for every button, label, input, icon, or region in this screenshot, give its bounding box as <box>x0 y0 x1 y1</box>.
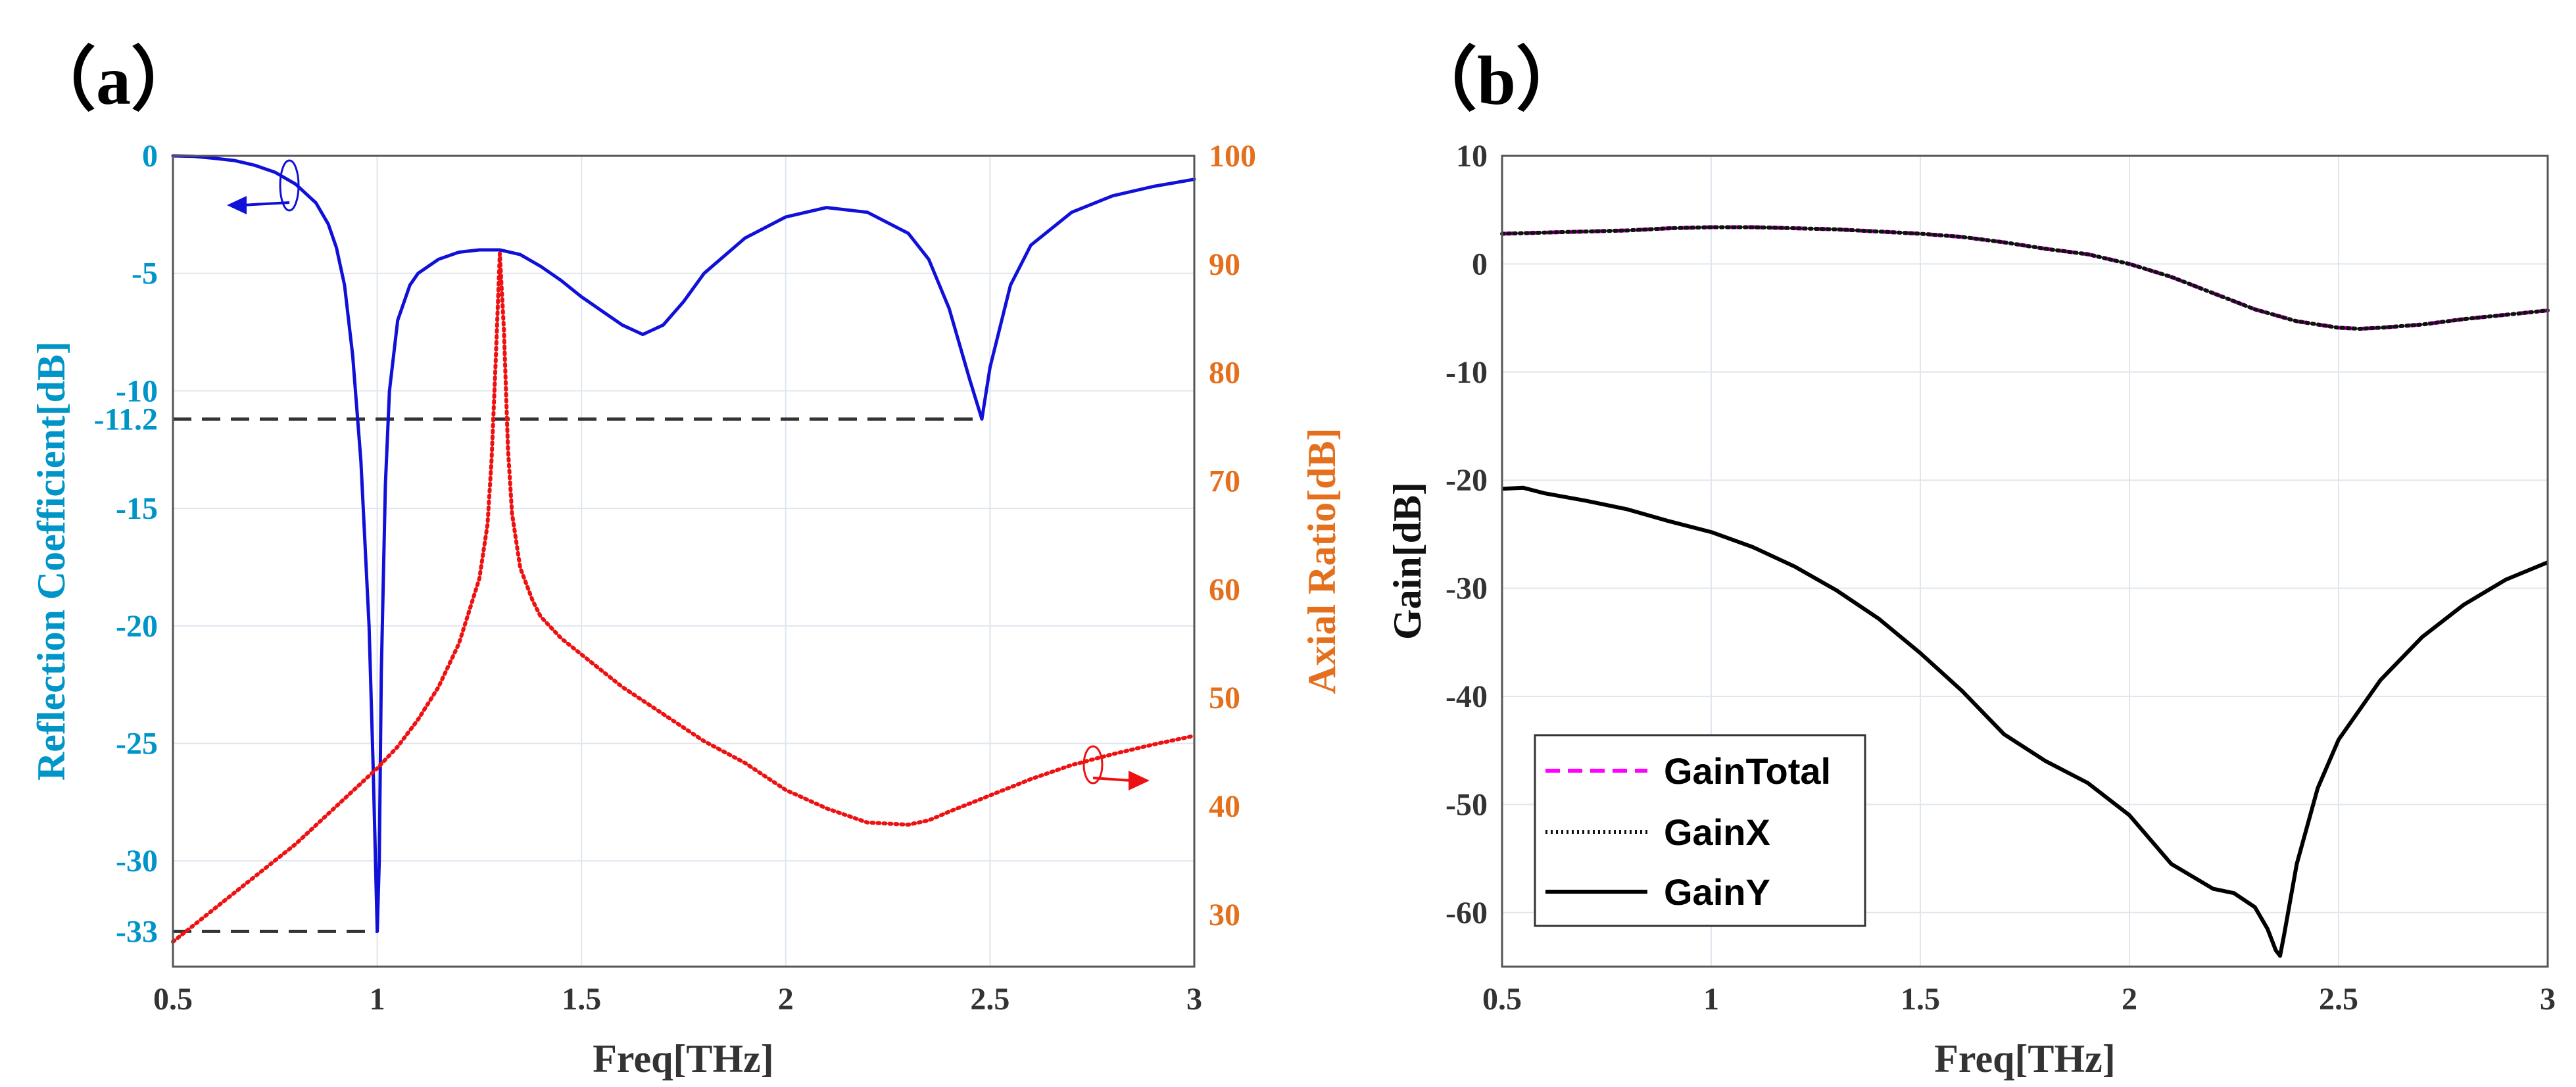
chart-a-right-tick-label: 80 <box>1209 356 1240 391</box>
chart-b-x-tick-label: 1 <box>1703 982 1719 1017</box>
chart-b-y-tick-label: -40 <box>1446 679 1488 714</box>
chart-b-x-tick-label: 1.5 <box>1901 982 1940 1017</box>
chart-a-series <box>171 154 1196 944</box>
chart-a-xlabel: Freq[THz] <box>593 1037 773 1080</box>
chart-a-right-tick-label: 50 <box>1209 681 1240 715</box>
chart-a-frame <box>172 155 1196 968</box>
axial-ratio-line <box>171 251 1196 944</box>
chart-a-right-tick-label: 90 <box>1209 247 1240 282</box>
chart-a-x-tick-label: 2 <box>778 982 794 1017</box>
legend-label-gaintotal: GainTotal <box>1664 750 1831 792</box>
chart-a-x-tick-label: 2.5 <box>970 982 1009 1017</box>
chart-a-right-tick-label: 40 <box>1209 789 1240 824</box>
chart-a-right-tick-labels: 30 40 50 60 70 80 90 100 <box>1209 139 1256 932</box>
chart-a-x-tick-label: 1.5 <box>562 982 601 1017</box>
chart-a-left-tick-label: -30 <box>116 844 158 879</box>
chart-b-series <box>1500 225 2550 958</box>
chart-b-legend: GainTotal GainX GainY <box>1534 734 1866 927</box>
chart-a-right-tick-label: 60 <box>1209 572 1240 607</box>
chart-b-x-tick-labels: 0.5 1 1.5 2 2.5 3 <box>1482 982 2556 1017</box>
reflection-coefficient-line <box>171 154 1196 933</box>
legend-box <box>1534 734 1866 927</box>
chart-a-left-tick-label: -10 <box>116 374 158 408</box>
chart-a: 0.5 1 1.5 2 2.5 3 0-5-10-11.2-15-20-25-30-33 … <box>30 139 1344 1080</box>
chart-a-right-tick-label: 30 <box>1209 898 1240 932</box>
chart-a-x-tick-label: 0.5 <box>153 982 193 1017</box>
chart-b-y-tick-label: -60 <box>1446 896 1488 930</box>
chart-b-x-tick-label: 0.5 <box>1482 982 1522 1017</box>
chart-a-left-tick-label: -15 <box>116 491 158 526</box>
gainx-line <box>1500 225 2550 331</box>
chart-a-left-tick-labels: 0 -5 -10-11.2 -15 -20 -25 -30 -33 <box>94 139 158 949</box>
gainy-line <box>1501 485 2549 958</box>
legend-label-gainx: GainX <box>1664 811 1770 853</box>
chart-b: 0.5 1 1.5 2 2.5 3 10 0 -10 -20 -30 -40 -50 -60 Freq[… <box>1386 139 2556 1080</box>
chart-b-x-tick-label: 2.5 <box>2319 982 2358 1017</box>
chart-a-x-tick-label: 1 <box>370 982 385 1017</box>
panel-label-a: （a） <box>26 42 201 119</box>
chart-a-right-tick-label: 100 <box>1209 139 1256 174</box>
chart-a-left-tick-label: -20 <box>116 609 158 644</box>
chart-a-left-tick-label: -5 <box>132 256 158 291</box>
chart-b-ylabel: Gain[dB] <box>1386 482 1429 640</box>
chart-b-frame <box>1501 155 2549 968</box>
chart-b-y-tick-label: -30 <box>1446 571 1488 606</box>
panel-label-b: （b） <box>1407 42 1586 119</box>
chart-b-y-tick-label: 0 <box>1472 247 1488 281</box>
chart-b-y-tick-label: -20 <box>1446 463 1488 498</box>
left-axis-indicator-arrow <box>227 159 300 214</box>
chart-a-x-tick-label: 3 <box>1186 982 1202 1017</box>
chart-a-left-tick-label: 0 <box>142 139 158 174</box>
chart-a-left-tick-label: -25 <box>116 726 158 761</box>
chart-b-x-tick-label: 2 <box>2122 982 2137 1017</box>
chart-b-xlabel: Freq[THz] <box>1934 1037 2115 1080</box>
chart-a-plot-area <box>173 156 1194 967</box>
chart-a-left-tick-label: -33 <box>116 914 158 949</box>
legend-label-gainy: GainY <box>1664 871 1770 913</box>
chart-b-y-tick-labels: 10 0 -10 -20 -30 -40 -50 -60 <box>1446 139 1488 930</box>
chart-a-reference-lines <box>173 417 982 933</box>
chart-a-x-tick-labels: 0.5 1 1.5 2 2.5 3 <box>153 982 1202 1017</box>
chart-b-y-tick-label: 10 <box>1456 139 1488 174</box>
right-axis-indicator-arrow <box>1082 745 1150 790</box>
chart-b-y-tick-label: -10 <box>1446 355 1488 390</box>
chart-a-ylabel-right: Axial Ratio[dB] <box>1300 428 1344 694</box>
chart-b-x-tick-label: 3 <box>2540 982 2556 1017</box>
chart-a-left-tick-label: -11.2 <box>94 402 158 437</box>
chart-a-right-tick-label: 70 <box>1209 464 1240 499</box>
chart-b-y-tick-label: -50 <box>1446 787 1488 822</box>
chart-a-ylabel-left: Reflection Coefficient[dB] <box>30 341 73 781</box>
